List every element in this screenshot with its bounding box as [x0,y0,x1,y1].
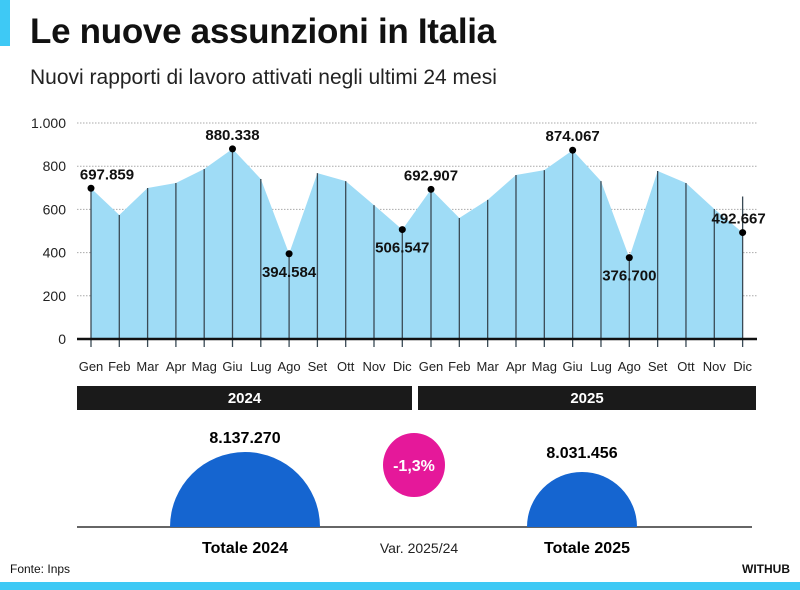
data-point [398,226,406,234]
data-label: 492.667 [712,211,766,228]
y-tick-label: 0 [58,331,66,347]
data-label: 880.338 [205,127,259,144]
total-2025-value: 8.031.456 [546,445,617,462]
data-label: 697.859 [80,166,134,183]
variation-label: Var. 2025/24 [380,540,459,556]
brand-logo: WITHUB [742,562,790,576]
data-point [285,250,293,258]
year-bar-2024 [77,386,412,410]
x-tick-label: Set [308,359,328,374]
total-2024-label: Totale 2024 [202,540,288,557]
data-point [625,254,633,262]
y-tick-label: 600 [43,201,67,217]
page-title: Le nuove assunzioni in Italia [30,12,496,51]
y-tick-label: 1.000 [31,115,66,131]
variation-badge [383,433,445,497]
x-tick-label: Nov [362,359,386,374]
accent-bar-bottom [0,582,800,590]
variation-value: -1,3% [393,458,435,475]
data-point [739,229,747,237]
x-tick-label: Ago [618,359,641,374]
x-tick-label: Dic [393,359,412,374]
data-point [87,184,95,192]
x-tick-label: Giu [222,359,242,374]
year-bar-2025 [418,386,756,410]
data-label: 506.547 [375,240,429,257]
total-2024-dome [170,452,320,527]
x-tick-label: Apr [506,359,527,374]
year-label: 2025 [570,390,603,407]
source-note: Fonte: Inps [10,562,71,576]
total-2025-label: Totale 2025 [544,540,630,557]
data-point [427,185,435,193]
data-label: 874.067 [546,128,600,145]
area-series [91,148,743,339]
x-tick-label: Mag [532,359,557,374]
y-tick-label: 400 [43,245,67,261]
year-label: 2024 [228,390,262,407]
x-tick-label: Set [648,359,668,374]
y-tick-label: 200 [43,288,67,304]
total-2025-dome [527,472,637,527]
x-tick-label: Gen [419,359,444,374]
x-tick-label: Gen [79,359,104,374]
x-tick-label: Apr [166,359,187,374]
data-label: 692.907 [404,167,458,184]
x-tick-label: Ott [677,359,695,374]
x-tick-label: Lug [250,359,272,374]
x-tick-label: Mar [136,359,159,374]
x-tick-label: Giu [563,359,583,374]
page-subtitle: Nuovi rapporti di lavoro attivati negli … [30,66,497,89]
total-2024-value: 8.137.270 [209,430,280,447]
x-tick-label: Dic [733,359,752,374]
accent-bar-top [0,0,10,46]
x-tick-label: Feb [448,359,470,374]
x-tick-label: Mar [476,359,499,374]
y-tick-label: 800 [43,158,67,174]
x-tick-label: Lug [590,359,612,374]
data-label: 394.584 [262,264,317,281]
x-tick-label: Nov [703,359,727,374]
x-tick-label: Feb [108,359,130,374]
x-tick-label: Ott [337,359,355,374]
data-point [229,145,236,153]
data-label: 376.700 [602,268,656,285]
data-point [569,146,577,154]
x-tick-label: Ago [278,359,301,374]
x-tick-label: Mag [192,359,217,374]
